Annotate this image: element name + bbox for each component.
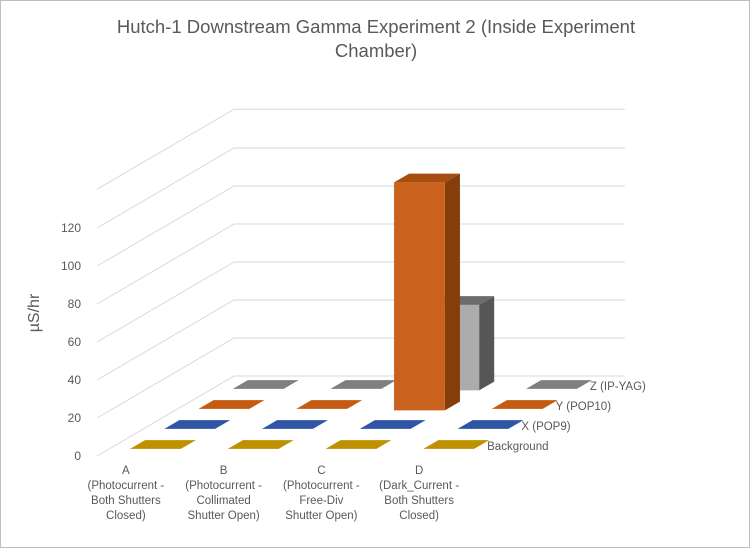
category-label: A (122, 465, 130, 477)
gridline-top (96, 108, 625, 190)
category-label: (Photocurrent - (283, 480, 360, 492)
bar-top (491, 400, 558, 409)
gridline (96, 261, 625, 343)
chart-title: Hutch-1 Downstream Gamma Experiment 2 (I… (117, 16, 635, 37)
y-tick-label: 20 (68, 411, 82, 425)
category-label: B (220, 465, 228, 477)
category-label: Both Shutters (384, 495, 454, 507)
bar-front (394, 182, 445, 411)
bar-top (394, 173, 460, 183)
y-tick-label: 0 (74, 449, 81, 463)
bar-top (198, 400, 265, 409)
bar-top (262, 420, 328, 429)
bar-top (526, 380, 592, 389)
bar-top (457, 420, 524, 429)
bar-top (359, 420, 426, 429)
bar-top (325, 440, 392, 449)
category-label: Closed) (106, 510, 146, 522)
gridline (96, 185, 625, 267)
gridline (96, 223, 625, 305)
bar-top (330, 380, 397, 389)
category-label: C (317, 465, 325, 477)
category-label: Free-Div (299, 495, 343, 507)
series-label: Y (POP10) (556, 401, 612, 413)
gridline (96, 299, 625, 381)
category-label: D (415, 465, 423, 477)
gridline (96, 375, 625, 457)
category-label: Closed) (399, 510, 439, 522)
bar-side (479, 296, 495, 391)
category-label: Collimated (196, 495, 250, 507)
y-tick-label: 80 (68, 297, 82, 311)
chart-title: Chamber) (335, 40, 417, 61)
category-label: Shutter Open) (188, 510, 260, 522)
y-tick-label: 100 (61, 259, 81, 273)
bar-top (232, 380, 299, 389)
series-label: Z (IP-YAG) (590, 381, 646, 393)
category-label: (Dark_Current - (379, 480, 459, 492)
category-label: (Photocurrent - (185, 480, 262, 492)
y-axis-label: µS/hr (26, 293, 43, 332)
bar-top (130, 440, 196, 449)
category-label: Shutter Open) (285, 510, 357, 522)
series-label: Background (487, 441, 548, 453)
bar-top (227, 440, 294, 449)
bar-side (444, 173, 460, 411)
category-label: (Photocurrent - (88, 480, 165, 492)
gridline (96, 337, 625, 419)
bar-top (296, 400, 363, 409)
gridline (96, 147, 625, 229)
bar-top (164, 420, 231, 429)
y-tick-label: 120 (61, 221, 81, 235)
y-tick-label: 60 (68, 335, 82, 349)
y-tick-label: 40 (68, 373, 82, 387)
bar-top (423, 440, 490, 449)
series-label: X (POP9) (521, 421, 570, 433)
category-label: Both Shutters (91, 495, 161, 507)
